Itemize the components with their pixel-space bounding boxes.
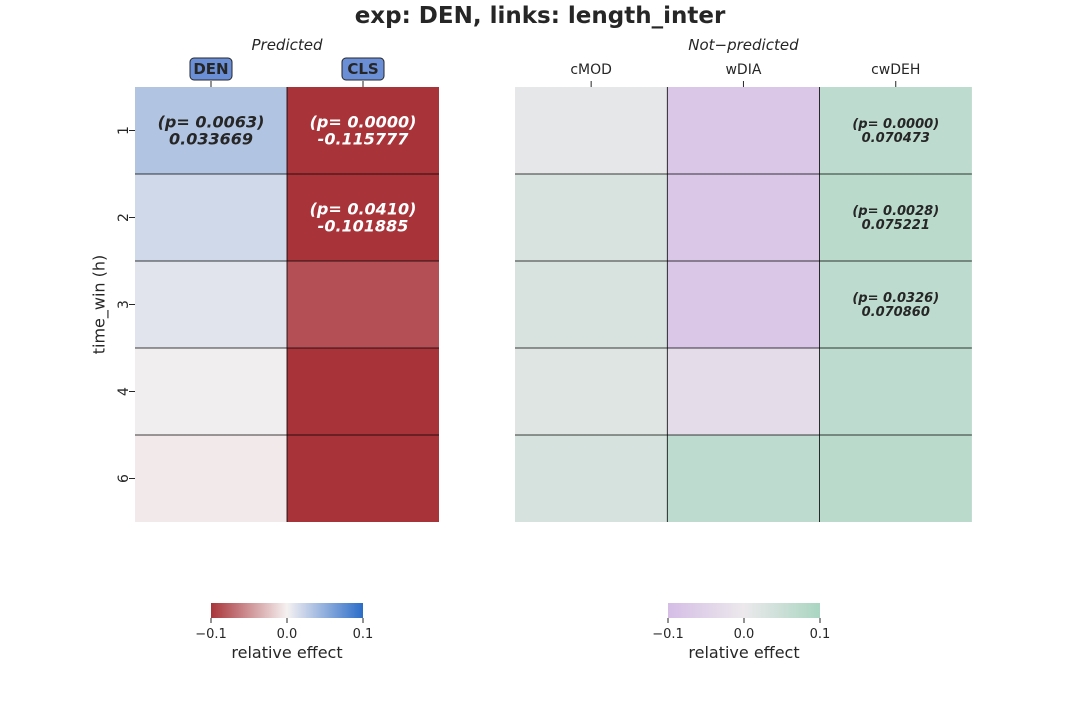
row-label: 4 (116, 387, 132, 396)
cell-annotation: 0.075221 (862, 218, 930, 233)
column-label: cMOD (570, 62, 612, 78)
colorbar-tick-label: 0.0 (277, 627, 298, 642)
colorbar-label: relative effect (231, 643, 342, 662)
heatmap-cell (515, 435, 668, 522)
cell-annotation: (p= 0.0028) (852, 204, 939, 219)
row-label: 6 (116, 474, 132, 483)
column-label: wDIA (725, 62, 761, 78)
cell-annotation: (p= 0.0000) (310, 113, 417, 132)
heatmap-cell (135, 87, 287, 174)
heatmap-cell (667, 348, 820, 435)
column-label-box (341, 57, 385, 81)
chart-title: exp: DEN, links: length_inter (354, 3, 726, 29)
heatmap-cell (819, 174, 972, 261)
heatmap-cell (135, 261, 287, 348)
heatmap-cell (819, 87, 972, 174)
heatmap-cell (667, 87, 820, 174)
heatmap-cell (287, 348, 439, 435)
colorbar-tick-label: 0.0 (734, 627, 755, 642)
colorbar-tick-label: −0.1 (195, 627, 227, 642)
column-label: DEN (193, 60, 228, 78)
heatmap-cell (819, 261, 972, 348)
heatmap-cell (135, 174, 287, 261)
heatmap-cell (287, 435, 439, 522)
heatmap-cell (667, 435, 820, 522)
heatmap-cell (515, 174, 668, 261)
heatmap-cell (667, 174, 820, 261)
column-label: CLS (347, 60, 378, 78)
column-label: cwDEH (871, 62, 920, 78)
colorbar (668, 603, 820, 618)
cell-annotation: 0.070473 (862, 131, 930, 146)
panel-title: Predicted (251, 36, 322, 54)
cell-annotation: 0.033669 (169, 130, 253, 149)
heatmap-cell (135, 348, 287, 435)
row-label: 2 (116, 213, 132, 222)
row-label: 1 (116, 126, 132, 135)
colorbar-label: relative effect (688, 643, 799, 662)
heatmap-cell (287, 87, 439, 174)
heatmap-cell (287, 261, 439, 348)
heatmap-cell (667, 261, 820, 348)
heatmap-cell (819, 348, 972, 435)
cell-annotation: (p= 0.0410) (310, 200, 417, 219)
heatmap-cell (515, 261, 668, 348)
row-label: 3 (116, 300, 132, 309)
panel-title: Not−predicted (688, 36, 799, 54)
column-label-box (189, 57, 233, 81)
y-axis-label: time_win (h) (90, 255, 110, 355)
heatmap-cell (135, 435, 287, 522)
cell-annotation: -0.101885 (318, 217, 409, 236)
colorbar (211, 603, 363, 618)
cell-annotation: -0.115777 (318, 130, 410, 149)
heatmap-cell (515, 348, 668, 435)
heatmap-cell (515, 87, 668, 174)
colorbar-tick-label: 0.1 (810, 627, 831, 642)
cell-annotation: (p= 0.0326) (852, 291, 939, 306)
colorbar-tick-label: 0.1 (353, 627, 374, 642)
cell-annotation: (p= 0.0000) (852, 117, 939, 132)
cell-annotation: 0.070860 (862, 305, 930, 320)
colorbar-tick-label: −0.1 (652, 627, 684, 642)
cell-annotation: (p= 0.0063) (158, 113, 265, 132)
heatmap-cell (819, 435, 972, 522)
heatmap-cell (287, 174, 439, 261)
